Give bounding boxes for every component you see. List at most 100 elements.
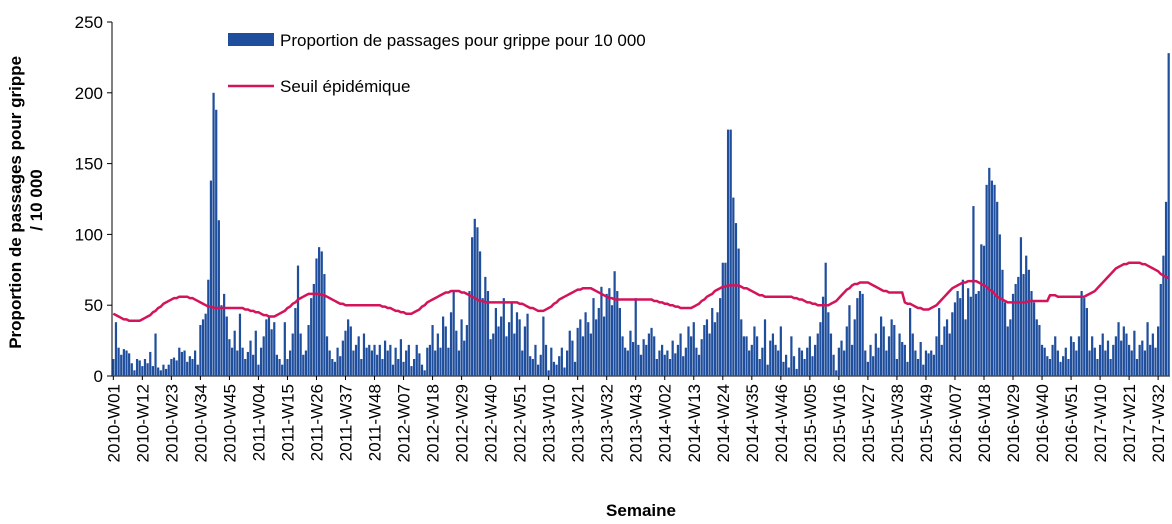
x-tick-label: 2011-W26 [307, 384, 326, 461]
bar [117, 347, 120, 376]
bar [1117, 322, 1120, 376]
bar [626, 350, 629, 376]
bar [666, 350, 669, 376]
bar [711, 308, 714, 376]
bar [497, 326, 500, 376]
bar [215, 109, 218, 377]
bar [1069, 336, 1073, 376]
y-tick-label: 150 [75, 155, 103, 174]
bar [1077, 336, 1081, 376]
y-tick-label: 100 [75, 225, 103, 244]
bar [755, 336, 759, 376]
x-tick-label: 2010-W34 [191, 384, 210, 462]
bar [225, 316, 228, 376]
bar [856, 298, 859, 376]
bar [919, 342, 922, 376]
bar [381, 359, 384, 376]
bar [943, 326, 946, 376]
bar [906, 361, 909, 376]
bar [898, 333, 901, 376]
x-tick-label: 2013-W32 [598, 384, 617, 462]
bar [325, 336, 329, 376]
bar [1122, 326, 1125, 376]
bar [291, 333, 294, 376]
bar [682, 356, 685, 376]
bar [336, 347, 339, 376]
bar [771, 333, 775, 376]
bar [354, 344, 358, 376]
bar [405, 350, 408, 376]
bar [130, 363, 133, 376]
bar [1003, 302, 1007, 376]
bar [151, 366, 155, 376]
bar [465, 325, 468, 376]
x-tick-label: 2015-W38 [888, 384, 907, 462]
bar [695, 347, 698, 376]
bar [223, 293, 226, 376]
bar [1006, 326, 1009, 376]
bar [729, 129, 732, 376]
bar [1130, 350, 1133, 376]
bar [631, 342, 635, 376]
bar [740, 319, 743, 376]
bar [1146, 322, 1149, 376]
bar [787, 367, 790, 376]
bar [209, 180, 213, 376]
bar [1009, 319, 1012, 376]
bar [183, 350, 186, 376]
bar [1125, 333, 1128, 376]
bar [199, 325, 202, 376]
bar [141, 366, 144, 376]
bar [814, 344, 817, 376]
x-tick-label: 2010-W23 [162, 384, 181, 462]
bar [803, 359, 806, 376]
bar [1011, 293, 1015, 376]
bar [703, 325, 706, 376]
bar [734, 223, 738, 376]
bar [835, 370, 838, 376]
bar [318, 247, 321, 376]
bar [128, 353, 131, 376]
bar [278, 359, 281, 376]
bar [750, 344, 753, 376]
bar [932, 354, 935, 376]
bar [357, 336, 360, 376]
bar [653, 336, 656, 376]
bar [887, 336, 891, 376]
bar [394, 347, 397, 376]
bar [1022, 274, 1025, 376]
bar [513, 333, 516, 376]
bar [146, 363, 149, 376]
bar [352, 350, 355, 376]
bar [294, 308, 297, 376]
bar [502, 298, 505, 376]
x-tick-label: 2014-W35 [743, 384, 762, 462]
x-tick-label: 2014-W13 [685, 384, 704, 462]
x-tick-label: 2010-W45 [220, 384, 239, 462]
bar [481, 298, 484, 376]
bar [423, 370, 426, 376]
bar [523, 326, 527, 376]
bar [360, 359, 363, 376]
bar [407, 344, 410, 376]
bar [996, 201, 999, 376]
bar [133, 370, 136, 376]
bar [529, 356, 532, 376]
bar [186, 361, 189, 376]
bar [431, 325, 434, 376]
bar [494, 308, 497, 376]
bar [573, 361, 577, 376]
bar [671, 340, 674, 376]
bar [1064, 347, 1067, 376]
bar [700, 339, 703, 376]
bar [180, 351, 184, 376]
bar [777, 350, 780, 376]
bar [990, 180, 994, 376]
bar [895, 359, 899, 376]
bar [1038, 325, 1041, 376]
bar [674, 353, 677, 376]
bar [576, 327, 579, 376]
bar [766, 364, 769, 376]
bar [724, 262, 727, 376]
